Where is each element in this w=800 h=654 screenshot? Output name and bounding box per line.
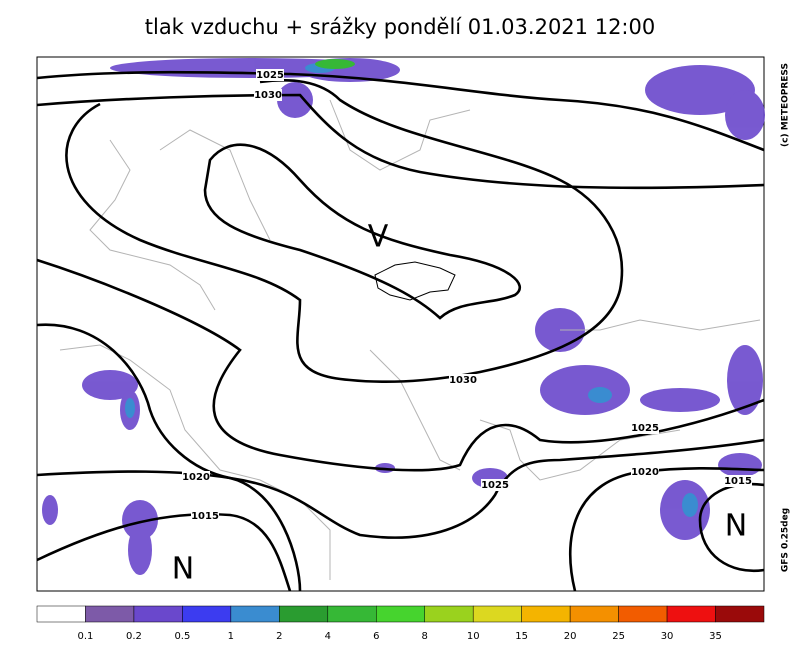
isobar-label: 1015 — [191, 511, 219, 522]
legend-swatch — [327, 605, 377, 623]
legend-label: 8 — [422, 631, 428, 642]
color-legend: 0.1 0.2 0.5 1 2 4 6 8 10 15 20 25 30 35 — [36, 605, 765, 642]
legend-label: 10 — [467, 631, 480, 642]
legend-label: 30 — [661, 631, 674, 642]
legend-label: 15 — [515, 631, 528, 642]
legend-label: 6 — [373, 631, 379, 642]
pressure-low: N — [725, 509, 747, 544]
legend-swatch — [279, 605, 329, 623]
legend-swatch — [424, 605, 474, 623]
legend-swatch — [666, 605, 716, 623]
isobar-label: 1030 — [254, 90, 282, 101]
model-name: GFS 0.25deg — [781, 508, 791, 572]
isobar-label: 1025 — [631, 423, 659, 434]
legend-label: 20 — [564, 631, 577, 642]
legend-label: 35 — [709, 631, 722, 642]
legend-label: 0.1 — [78, 631, 94, 642]
legend-swatch — [36, 605, 86, 623]
isobars — [36, 70, 765, 592]
legend-swatch — [618, 605, 668, 623]
pressure-high: V — [368, 220, 389, 255]
legend-swatch — [182, 605, 232, 623]
legend-label: 0.2 — [126, 631, 142, 642]
legend-label: 0.5 — [174, 631, 190, 642]
country-border — [374, 261, 456, 301]
isobar-label: 1015 — [724, 476, 752, 487]
legend-swatch — [85, 605, 135, 623]
legend-swatch — [133, 605, 183, 623]
map-frame — [36, 56, 765, 592]
isobar-label: 1020 — [182, 472, 210, 483]
legend-label: 2 — [276, 631, 282, 642]
credit: (c) METEOPRESS — [781, 63, 791, 147]
legend-swatch — [521, 605, 571, 623]
isobar-label: 1025 — [256, 70, 284, 81]
legend-swatch — [569, 605, 619, 623]
legend-label: 25 — [612, 631, 625, 642]
legend-label: 4 — [325, 631, 331, 642]
map-title: tlak vzduchu + srážky pondělí 01.03.2021… — [145, 15, 655, 39]
legend-swatch — [230, 605, 280, 623]
isobar-labels: 1025 1030 1030 1025 1025 1020 1020 1015 … — [182, 69, 752, 522]
legend-swatch — [715, 605, 765, 623]
isobar-label: 1020 — [631, 467, 659, 478]
legend-label: 1 — [228, 631, 234, 642]
pressure-low: N — [172, 552, 194, 587]
isobar-label: 1030 — [449, 375, 477, 386]
legend-swatch — [472, 605, 522, 623]
legend-swatch — [376, 605, 425, 623]
isobar-label: 1025 — [481, 480, 509, 491]
